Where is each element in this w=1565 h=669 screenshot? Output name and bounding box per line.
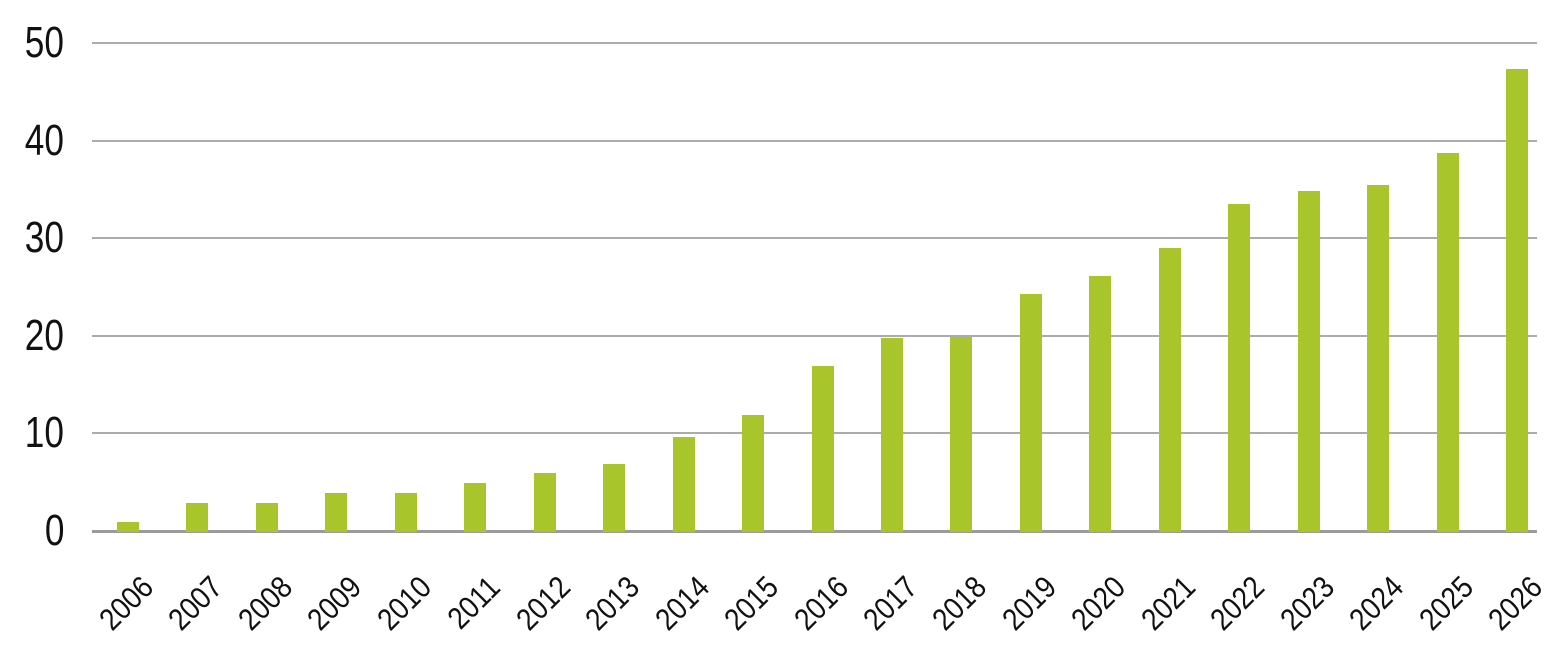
- bar-2006: [117, 522, 139, 532]
- bar-2010: [394, 492, 417, 532]
- bar-2021: [1158, 247, 1181, 532]
- y-tick-text: 40: [24, 115, 64, 165]
- bar-2008: [255, 502, 278, 532]
- gridline-50: [92, 42, 1537, 44]
- gridline-30: [92, 237, 1537, 240]
- y-tick-text: 10: [24, 408, 64, 458]
- y-tick-label-10: 10: [0, 409, 64, 457]
- bar-2009: [325, 492, 348, 532]
- y-tick-label-0: 0: [0, 507, 64, 555]
- y-tick-label-40: 40: [0, 115, 64, 165]
- bar-2014: [672, 437, 695, 532]
- y-tick-label-20: 20: [0, 310, 64, 360]
- y-tick-text: 50: [24, 18, 64, 67]
- y-tick-label-50: 50: [0, 19, 64, 67]
- bar-2025: [1436, 153, 1459, 532]
- bar-2011: [464, 483, 487, 532]
- bar-2007: [186, 502, 209, 532]
- y-tick-label-30: 30: [0, 214, 64, 262]
- y-tick-text: 0: [44, 506, 64, 555]
- gridline-20: [92, 334, 1537, 337]
- bar-2019: [1019, 293, 1042, 532]
- bar-2026: [1506, 69, 1528, 532]
- bar-2020: [1089, 276, 1112, 532]
- bar-2024: [1367, 184, 1390, 532]
- gridline-40: [92, 139, 1537, 142]
- bar-2016: [811, 366, 834, 532]
- bar-2013: [603, 463, 626, 532]
- y-tick-text: 30: [24, 213, 64, 263]
- bar-2018: [950, 336, 973, 532]
- x-tick-text: 2026: [1481, 569, 1550, 637]
- bar-2015: [742, 414, 765, 532]
- bar-2022: [1228, 204, 1251, 532]
- bar-2017: [880, 337, 903, 532]
- bar-2023: [1297, 191, 1320, 532]
- bar-2012: [533, 473, 556, 532]
- y-tick-text: 20: [24, 310, 64, 360]
